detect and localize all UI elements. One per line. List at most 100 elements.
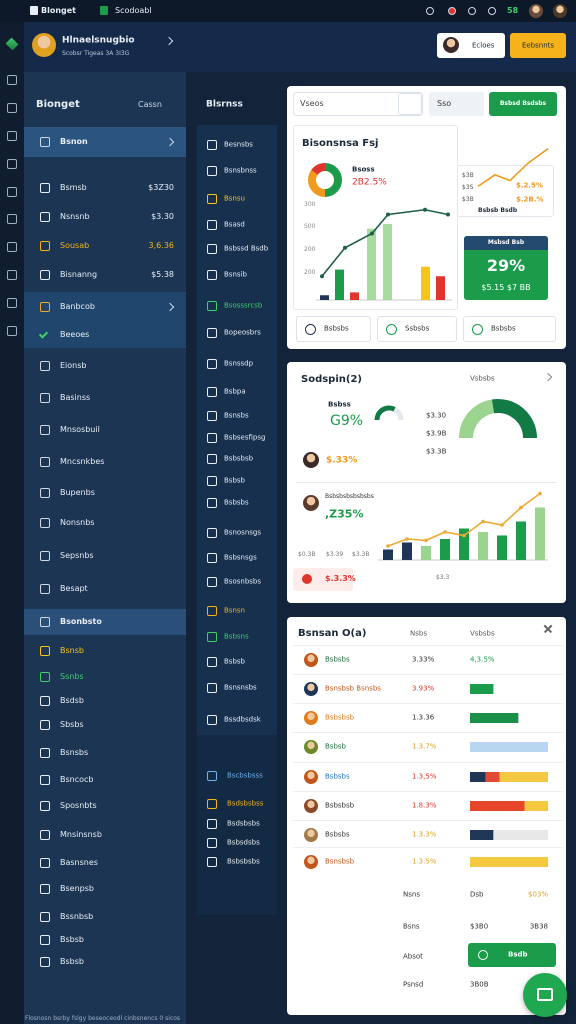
nav-item[interactable]: Sposnbts [60,801,97,810]
nav-item[interactable]: Bsbsdsbs [227,838,260,847]
nav-item[interactable]: Bsasd [224,220,245,229]
footer-icon [302,574,312,584]
button[interactable] [489,92,557,116]
nav-item[interactable]: Bsbsb [60,935,84,944]
icon [7,242,17,252]
dropdown[interactable] [429,92,484,116]
nav-item[interactable]: Bscbsbsss [227,771,263,780]
nav-item[interactable]: Bsnosnsgs [224,528,261,537]
tab[interactable]: Blonget [41,6,77,15]
nav-item[interactable]: Bssnbsb [60,912,94,921]
fab[interactable] [523,973,567,1017]
search[interactable]: Cassn [138,100,162,109]
nav-item[interactable]: Bsbsns [224,632,249,641]
avatar [304,828,318,842]
nav-item[interactable]: Basnsnes [60,858,98,867]
nav-item[interactable]: Beeoes [60,330,90,339]
nav-item[interactable]: Bsnsnsbs [224,683,257,692]
row-pct: 90 [470,713,479,722]
nav-item[interactable]: Bsbpa [224,387,246,396]
nav-item[interactable]: Bsbsb [60,957,84,966]
nav-item[interactable]: Banbcob [60,302,95,311]
nav-item[interactable]: Bsnsbs [224,411,249,420]
nav-item[interactable]: Besnsbs [224,140,253,149]
nav-item[interactable]: Bsbsb [224,476,245,485]
nav-item[interactable]: Mnsosbuil [60,425,100,434]
bar [535,507,545,560]
icon [40,696,50,706]
icon [40,302,50,312]
nav-item[interactable]: Bsnsu [224,194,245,203]
nav-item[interactable]: Bssdbsdsk [224,715,261,724]
nav-item[interactable]: Bsnsbs [60,748,89,757]
icon [207,799,217,809]
tab[interactable] [463,316,556,342]
sidebar-title: Blsrnss [206,99,243,110]
row-name: Bsnsbsb Bsnsbs [325,684,381,693]
footer-label: Psnsd [403,980,424,989]
nav-item[interactable]: Bsosssrcsb [224,301,263,310]
nav-item[interactable]: Bupenbs [60,488,95,497]
nav-item[interactable]: Mncsnkbes [60,457,105,466]
icon [40,425,50,435]
tab-icon [305,324,316,335]
icon [207,498,217,508]
tab[interactable]: Scodoabl [115,6,152,15]
tab-label: Bsbsbs [324,324,349,333]
status-icon [468,7,476,15]
nav-item[interactable]: Bsbsbsb [224,454,254,463]
icon [7,75,17,85]
nav-item[interactable]: Bsosnbsbs [224,577,261,586]
nav-item[interactable]: Mnsinsnsb [60,830,102,839]
avatar [443,37,459,53]
nav-item[interactable]: Sbsbs [60,720,84,729]
nav-item[interactable]: Bsnsbnss [224,166,257,175]
nav-item[interactable]: Bsnsb [60,646,84,655]
avatar [304,682,318,696]
nav-item[interactable]: Bsbsesfipsg [224,433,266,442]
nav-item[interactable]: Bsbsbs [224,498,249,507]
row-value: 1.3.5% [412,857,437,866]
nav-item[interactable]: Sepsnbs [60,551,94,560]
nav-item[interactable]: Bsbsb [224,657,245,666]
nav-item[interactable]: Eionsb [60,361,87,370]
footer-label: Bsns [403,922,420,931]
nav-item[interactable]: Bsdsbsbs [227,819,260,828]
row-name: Bsbsbsb [325,713,355,722]
nav-item[interactable]: Bsnsib [224,270,247,279]
search-button[interactable] [398,93,422,115]
search-input[interactable] [293,92,423,116]
nav-item[interactable]: Bsbsnsgs [224,553,257,562]
active-item[interactable] [24,609,186,635]
bar [383,224,392,300]
account-name[interactable]: Bisnanng [60,270,98,279]
tab[interactable] [377,316,457,342]
active-item[interactable] [24,127,186,157]
nav-item[interactable]: Nonsnbs [60,518,95,527]
nav-item[interactable]: Bsenpsb [60,884,94,893]
button[interactable] [510,33,566,58]
nav-item[interactable]: Bsncocb [60,775,94,784]
account-name[interactable]: Bsmsb [60,183,87,192]
nav-item[interactable]: Bsdsb [60,696,84,705]
nav-item[interactable]: Besapt [60,584,88,593]
account-name[interactable]: Sousab [60,241,90,250]
nav-item[interactable]: Bsnssdp [224,359,254,368]
nav-item[interactable]: Bsbssd Bsdb [224,244,269,253]
icon [40,393,50,403]
kpi-header [464,236,548,250]
row-value: 1.3.3% [412,830,437,839]
nav-item[interactable]: Ssnbs [60,672,84,681]
nav-item[interactable]: Basinss [60,393,91,402]
nav-item[interactable]: Bopeosbrs [224,328,261,337]
nav-item[interactable]: Bsnsn [224,606,245,615]
row-divider [293,820,563,821]
nav-item[interactable]: Bsdsbsbss [227,799,264,808]
icon [40,858,50,868]
footer-chip [293,568,353,591]
account-name[interactable]: Nsnsnb [60,212,90,221]
nav-item[interactable]: Bsbsbsbs [227,857,260,866]
tab[interactable] [296,316,371,342]
line-point [500,523,504,527]
axis-label: $3.3 [436,574,450,581]
